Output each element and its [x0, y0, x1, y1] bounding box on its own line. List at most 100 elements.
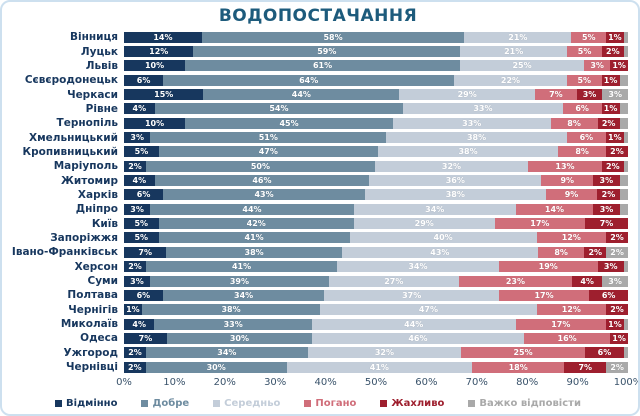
- stacked-bar: 7% 30% 46% 16% 1%: [124, 332, 628, 344]
- segment-excellent: 10%: [124, 117, 186, 129]
- city-label: Житомир: [61, 174, 118, 187]
- segment-excellent: 3%: [124, 203, 151, 215]
- segment-average: 40%: [349, 232, 537, 244]
- segment-value-label: 25%: [512, 61, 532, 71]
- segment-value-label: 33%: [462, 118, 482, 128]
- bar-row: Миколаїв 4% 33% 44% 17% 1%: [8, 317, 628, 331]
- segment-excellent: 12%: [124, 46, 194, 58]
- segment-average: 47%: [320, 304, 537, 316]
- legend-swatch-hard-to-answer: [468, 399, 476, 407]
- segment-value-label: 19%: [538, 262, 558, 272]
- city-label: Запоріжжя: [50, 231, 118, 244]
- segment-value-label: 9%: [560, 176, 575, 186]
- segment-value-label: 9%: [564, 190, 579, 200]
- legend-item-excellent: Відмінно: [55, 398, 117, 409]
- segment-excellent: 7%: [124, 332, 167, 344]
- segment-terrible: 6%: [585, 347, 624, 359]
- segment-hard-to-answer: [623, 132, 629, 144]
- segment-value-label: 3%: [590, 61, 604, 71]
- segment-value-label: 33%: [223, 319, 243, 329]
- segment-value-label: 3%: [130, 133, 144, 143]
- x-axis-tick-label: 30%: [264, 377, 287, 389]
- segment-value-label: 12%: [561, 233, 581, 243]
- segment-value-label: 2%: [128, 161, 142, 171]
- segment-value-label: 43%: [430, 247, 450, 257]
- stacked-bar: 5% 47% 38% 8% 2%: [124, 146, 629, 158]
- city-label: Київ: [91, 217, 118, 230]
- segment-excellent: 3%: [124, 132, 151, 144]
- legend-label: Жахливо: [391, 397, 445, 409]
- segment-excellent: 4%: [124, 318, 155, 330]
- stacked-bar: 4% 54% 33% 6% 1%: [124, 103, 629, 115]
- segment-value-label: 3%: [608, 276, 622, 286]
- segment-value-label: 51%: [258, 133, 278, 143]
- segment-value-label: 2%: [128, 348, 142, 358]
- segment-terrible: 3%: [593, 203, 620, 215]
- segment-good: 51%: [150, 132, 387, 144]
- segment-value-label: 7%: [138, 247, 152, 257]
- city-label: Вінниця: [70, 31, 118, 44]
- segment-value-label: 23%: [505, 276, 525, 286]
- segment-value-label: 37%: [402, 290, 422, 300]
- city-label: Суми: [87, 275, 119, 288]
- segment-terrible: 6%: [589, 289, 628, 301]
- legend-label: Відмінно: [66, 397, 118, 409]
- bar-row: Суми 3% 39% 27% 23% 4% 3%: [8, 274, 628, 288]
- stacked-bar: 6% 43% 38% 9% 2%: [124, 189, 628, 201]
- segment-value-label: 6%: [575, 104, 589, 114]
- bar-row: Івано-Франківськ 7% 38% 43% 8% 2% 2%: [8, 245, 628, 259]
- stacked-bar: 3% 44% 34% 14% 3%: [124, 203, 628, 215]
- segment-hard-to-answer: [623, 31, 628, 43]
- segment-value-label: 5%: [134, 219, 149, 229]
- segment-good: 45%: [185, 117, 393, 129]
- segment-value-label: 41%: [231, 262, 252, 272]
- segment-terrible: 2%: [601, 46, 624, 58]
- segment-value-label: 61%: [312, 61, 333, 71]
- legend-swatch-good: [141, 399, 149, 407]
- segment-value-label: 2%: [128, 362, 142, 372]
- segment-average: 27%: [328, 275, 459, 287]
- segment-value-label: 6%: [136, 290, 151, 300]
- segment-bad: 7%: [535, 89, 577, 101]
- stacked-bar: 14% 58% 21% 5% 1%: [124, 31, 628, 43]
- segment-value-label: 58%: [323, 32, 343, 42]
- segment-terrible: 4%: [572, 275, 603, 287]
- segment-value-label: 3%: [608, 90, 622, 100]
- segment-value-label: 1%: [603, 104, 618, 114]
- segment-value-label: 41%: [369, 362, 389, 372]
- segment-value-label: 8%: [567, 118, 581, 128]
- segment-value-label: 34%: [217, 348, 237, 358]
- segment-value-label: 10%: [144, 118, 165, 128]
- segment-value-label: 47%: [418, 305, 438, 315]
- x-axis-tick-label: 100%: [613, 377, 640, 389]
- segment-value-label: 46%: [408, 333, 428, 343]
- segment-excellent: 14%: [124, 31, 202, 43]
- segment-value-label: 3%: [599, 204, 614, 214]
- stacked-bar: 6% 64% 22% 5% 1%: [124, 74, 629, 86]
- segment-bad: 17%: [498, 289, 590, 301]
- legend-swatch-terrible: [380, 399, 388, 407]
- bar-row: Київ 5% 42% 29% 17% 7%: [8, 216, 628, 230]
- segment-value-label: 3%: [130, 276, 144, 286]
- city-label: Сєвєродонецьк: [24, 74, 118, 87]
- segment-terrible: 3%: [597, 261, 624, 273]
- segment-good: 38%: [166, 246, 342, 258]
- segment-value-label: 2%: [610, 233, 624, 243]
- legend-swatch-bad: [304, 399, 312, 407]
- segment-value-label: 1%: [608, 319, 622, 329]
- bar-row: Ужгород 2% 34% 32% 25% 6%: [8, 346, 628, 360]
- segment-value-label: 4%: [132, 176, 147, 186]
- bar-rows: Вінниця 14% 58% 21% 5% 1% Луцьк 12% 59% 21% 5% 2% Ль…: [8, 30, 629, 374]
- segment-bad: 12%: [536, 304, 607, 316]
- segment-bad: 9%: [541, 175, 594, 187]
- segment-value-label: 25%: [513, 348, 533, 358]
- segment-good: 30%: [145, 361, 287, 373]
- segment-value-label: 2%: [610, 147, 624, 157]
- segment-good: 44%: [150, 203, 354, 215]
- bar-row: Житомир 4% 46% 36% 9% 3%: [8, 173, 628, 187]
- segment-value-label: 5%: [134, 147, 149, 157]
- segment-excellent: 7%: [124, 246, 167, 258]
- segment-good: 39%: [149, 275, 329, 287]
- segment-value-label: 17%: [551, 319, 571, 329]
- segment-bad: 5%: [571, 31, 607, 43]
